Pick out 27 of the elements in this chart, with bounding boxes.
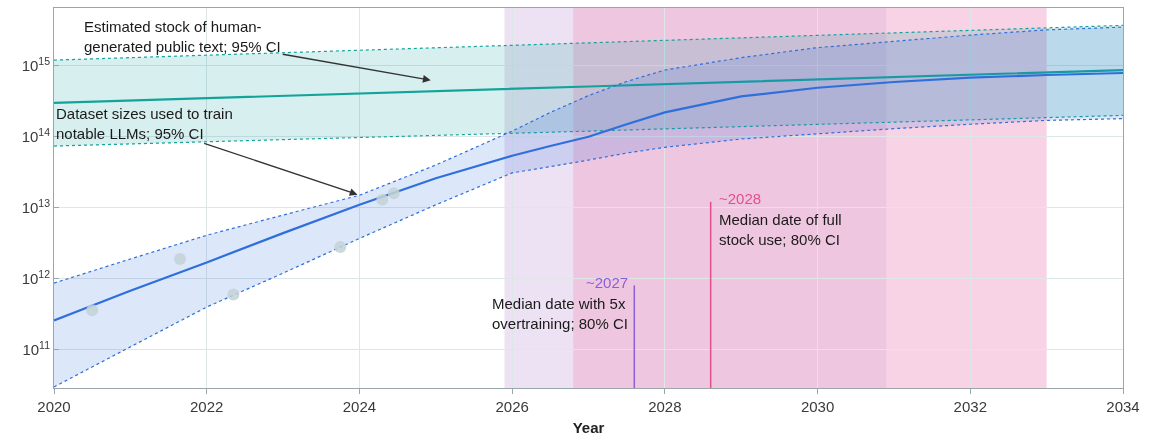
x-tick-label: 2032 (953, 398, 987, 415)
point (86, 304, 99, 317)
y-tick-label: 10$^{13}$ (21, 196, 51, 217)
x-tick-label: 2030 (800, 398, 835, 415)
y-tick-label: 10$^{12}$ (21, 267, 51, 288)
y-tick-label: 10$^{11}$ (22, 338, 51, 359)
x-tick-label: 2024 (342, 398, 377, 415)
x-tick-label: 2020 (37, 398, 71, 415)
y-tick-label: 10$^{14}$ (21, 125, 51, 146)
point (174, 253, 186, 265)
x-axis-title: Year (572, 419, 605, 436)
x-tick-label: 2022 (190, 398, 224, 415)
y-tick-label: 10$^{15}$ (21, 54, 51, 74)
point (376, 193, 389, 206)
point (227, 288, 240, 301)
annotation: ~2027 (586, 274, 629, 291)
band-label: Median date with 5x overtraining; 80% CI (492, 295, 628, 332)
point (334, 241, 347, 254)
x-tick-label: 2034 (1106, 398, 1140, 415)
x-tick-label: 2028 (648, 398, 682, 415)
annotation: Estimated stock of human- generated public text; 95% CI (84, 18, 281, 55)
annotation: Dataset sizes used to train notable LLMs; 95% CI (56, 105, 233, 142)
point (387, 187, 400, 200)
x-tick-label: 2026 (495, 398, 529, 415)
line-series (54, 118, 1123, 388)
annotation: ~2028 (719, 190, 762, 207)
band-label: Median date of full stock use; 80% CI (719, 211, 842, 248)
